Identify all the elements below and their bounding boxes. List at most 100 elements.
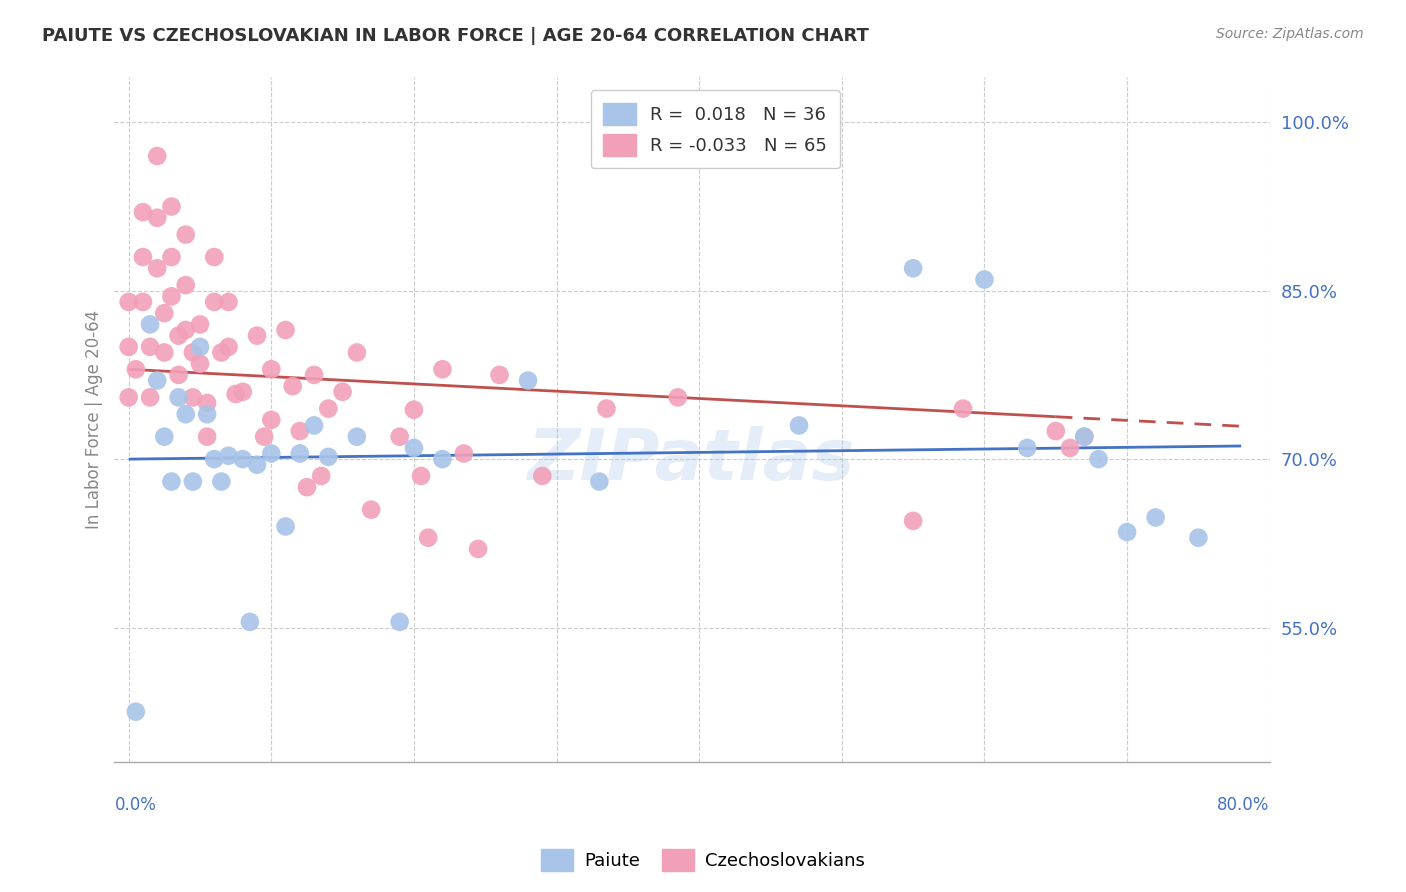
- Point: [281, 379, 304, 393]
- Point: [1073, 430, 1095, 444]
- Legend: R =  0.018   N = 36, R = -0.033   N = 65: R = 0.018 N = 36, R = -0.033 N = 65: [591, 90, 839, 169]
- Point: [260, 413, 283, 427]
- Point: [402, 402, 425, 417]
- Point: [467, 541, 489, 556]
- Point: [167, 390, 190, 404]
- Point: [132, 250, 155, 264]
- Point: [195, 430, 218, 444]
- Point: [409, 469, 432, 483]
- Point: [1187, 531, 1209, 545]
- Point: [388, 430, 411, 444]
- Point: [146, 261, 169, 276]
- Point: [146, 374, 169, 388]
- Point: [218, 449, 240, 463]
- Point: [153, 430, 176, 444]
- Point: [274, 519, 297, 533]
- Point: [139, 318, 162, 332]
- Point: [1045, 424, 1067, 438]
- Point: [453, 446, 475, 460]
- Point: [202, 295, 225, 310]
- Y-axis label: In Labor Force | Age 20-64: In Labor Force | Age 20-64: [86, 310, 103, 529]
- Point: [246, 328, 269, 343]
- Point: [388, 615, 411, 629]
- Point: [517, 374, 540, 388]
- Point: [360, 502, 382, 516]
- Point: [181, 345, 204, 359]
- Point: [174, 227, 197, 242]
- Point: [1059, 441, 1081, 455]
- Point: [295, 480, 318, 494]
- Point: [588, 475, 610, 489]
- Point: [302, 368, 325, 382]
- Point: [288, 424, 311, 438]
- Point: [174, 278, 197, 293]
- Point: [174, 407, 197, 421]
- Point: [160, 289, 183, 303]
- Point: [232, 384, 254, 399]
- Point: [901, 514, 924, 528]
- Point: [153, 306, 176, 320]
- Point: [160, 200, 183, 214]
- Point: [309, 469, 332, 483]
- Point: [253, 430, 276, 444]
- Point: [118, 295, 141, 310]
- Point: [160, 250, 183, 264]
- Text: Source: ZipAtlas.com: Source: ZipAtlas.com: [1216, 27, 1364, 41]
- Point: [666, 390, 689, 404]
- Point: [146, 149, 169, 163]
- Text: PAIUTE VS CZECHOSLOVAKIAN IN LABOR FORCE | AGE 20-64 CORRELATION CHART: PAIUTE VS CZECHOSLOVAKIAN IN LABOR FORCE…: [42, 27, 869, 45]
- Point: [239, 615, 262, 629]
- Point: [973, 272, 995, 286]
- Point: [118, 340, 141, 354]
- Point: [125, 362, 148, 376]
- Point: [188, 318, 211, 332]
- Point: [332, 384, 354, 399]
- Point: [209, 475, 232, 489]
- Point: [132, 205, 155, 219]
- Point: [787, 418, 810, 433]
- Point: [202, 250, 225, 264]
- Text: 0.0%: 0.0%: [114, 797, 156, 814]
- Point: [146, 211, 169, 225]
- Point: [174, 323, 197, 337]
- Point: [1017, 441, 1039, 455]
- Point: [418, 531, 440, 545]
- Point: [188, 357, 211, 371]
- Point: [202, 452, 225, 467]
- Point: [318, 450, 340, 464]
- Point: [346, 430, 368, 444]
- Text: ZIPatlas: ZIPatlas: [529, 426, 856, 495]
- Point: [139, 390, 162, 404]
- Point: [181, 390, 204, 404]
- Point: [225, 387, 247, 401]
- Point: [288, 446, 311, 460]
- Point: [901, 261, 924, 276]
- Point: [118, 390, 141, 404]
- Point: [125, 705, 148, 719]
- Point: [195, 407, 218, 421]
- Point: [167, 368, 190, 382]
- Point: [160, 475, 183, 489]
- Point: [209, 345, 232, 359]
- Point: [132, 295, 155, 310]
- Point: [531, 469, 554, 483]
- Point: [218, 295, 240, 310]
- Point: [1116, 525, 1139, 540]
- Point: [153, 345, 176, 359]
- Point: [952, 401, 974, 416]
- Point: [139, 340, 162, 354]
- Point: [595, 401, 617, 416]
- Point: [402, 441, 425, 455]
- Point: [218, 340, 240, 354]
- Legend: Paiute, Czechoslovakians: Paiute, Czechoslovakians: [534, 842, 872, 879]
- Point: [181, 475, 204, 489]
- Point: [432, 362, 454, 376]
- Point: [302, 418, 325, 433]
- Point: [346, 345, 368, 359]
- Point: [167, 328, 190, 343]
- Point: [1144, 510, 1167, 524]
- Point: [1087, 452, 1109, 467]
- Point: [260, 446, 283, 460]
- Point: [232, 452, 254, 467]
- Point: [274, 323, 297, 337]
